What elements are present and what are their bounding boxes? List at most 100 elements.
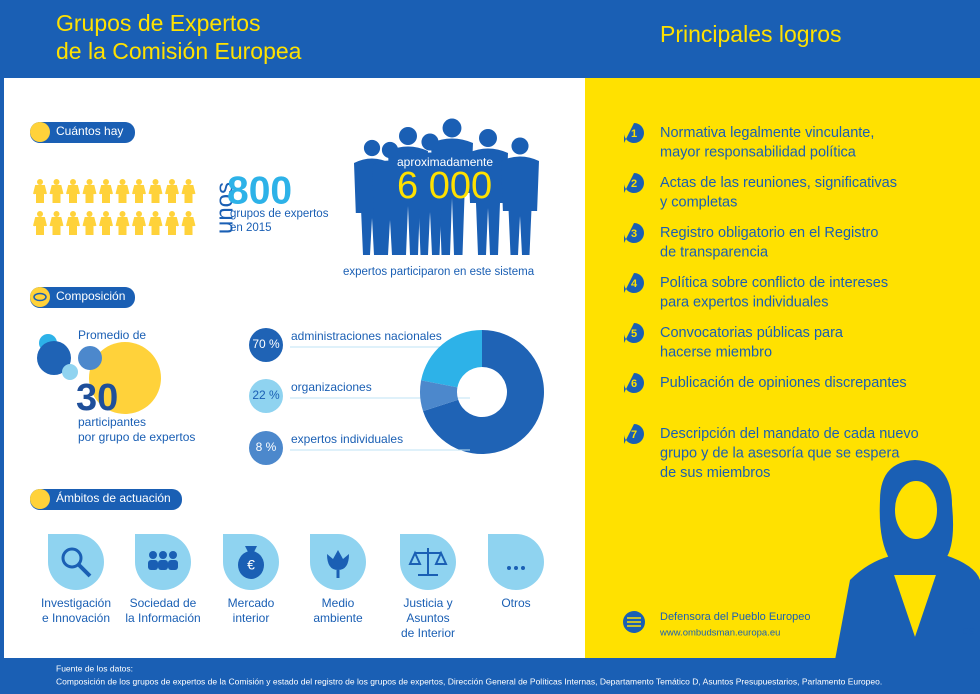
number-badge: [624, 424, 644, 444]
person-body: [181, 185, 196, 203]
silhouette-head: [363, 139, 381, 157]
donut-segment: [420, 380, 459, 412]
person-head: [37, 179, 43, 185]
section-heading: Ámbitos de actuación: [56, 490, 171, 505]
area-label: Investigación: [41, 596, 111, 610]
person-body: [181, 217, 196, 235]
area-label: e Innovación: [42, 611, 110, 625]
decor-circle: [89, 342, 161, 414]
person-body: [99, 185, 113, 203]
item-text: y completas: [660, 194, 737, 210]
category-label: organizaciones: [291, 380, 372, 394]
icon-glyph: [169, 551, 177, 559]
language: ES: [962, 627, 975, 638]
caption: Promedio de: [78, 328, 146, 342]
section-pill: [30, 122, 135, 143]
item-number: 7: [631, 429, 637, 441]
item-text: Registro obligatorio en el Registro: [660, 225, 878, 241]
category-label: administraciones nacionales: [291, 329, 442, 343]
achievements: 1 Normativa legalmente vinculante, mayor r…: [624, 123, 919, 481]
area-icon-bg: [488, 534, 544, 590]
item-number: 3: [631, 228, 637, 240]
number-badge: [624, 323, 644, 343]
value-badge: [249, 328, 283, 362]
person-body: [49, 217, 64, 235]
silhouette-body: [372, 160, 408, 255]
silhouette-body: [411, 152, 449, 255]
icon-glyph: [77, 563, 92, 578]
item-text: Descripción del mandato de cada nuevo: [660, 426, 919, 442]
section-icon: [30, 287, 50, 307]
section-pill: [30, 489, 182, 510]
person-head: [70, 211, 76, 217]
people-icons: [33, 179, 196, 235]
silhouette-head: [442, 118, 462, 138]
area-label: de Interior: [401, 626, 455, 640]
icon-glyph: [336, 570, 340, 578]
item-text: grupo y de la asesoría que se espera: [660, 445, 900, 461]
item-text: Publicación de opiniones discrepantes: [660, 375, 907, 391]
donut-segment: [423, 330, 544, 454]
donut-chart: 70 % administraciones nacionales 22 % organ…: [249, 328, 544, 465]
item-number: 2: [631, 178, 637, 190]
value-badge: [249, 379, 283, 413]
area-label: Justicia y: [403, 596, 452, 610]
section-icon: [30, 489, 50, 509]
area-label: la Información: [125, 611, 200, 625]
section-pill: [30, 287, 135, 308]
caption: expertos participaron en este sistema: [343, 266, 535, 278]
value-label: 8 %: [256, 440, 277, 454]
silhouette-body: [468, 148, 508, 255]
silhouette-head: [399, 127, 417, 145]
item-text: Normativa legalmente vinculante,: [660, 125, 874, 141]
category-label: expertos individuales: [291, 432, 403, 446]
eye-icon: [33, 292, 47, 302]
person-body: [148, 185, 163, 203]
person-body: [165, 185, 179, 203]
big-number: 800: [227, 169, 292, 212]
decor-circle: [37, 341, 71, 375]
person-body: [132, 217, 146, 235]
icon-glyph: [521, 566, 525, 570]
right-title: Principales logros: [660, 21, 842, 47]
person-body: [132, 185, 146, 203]
person-body: [82, 185, 97, 203]
person-body: [66, 217, 80, 235]
caption: por grupo de expertos: [78, 430, 195, 444]
section-heading: Cuántos hay: [56, 124, 123, 138]
person-head: [103, 179, 109, 185]
person-body: [165, 217, 179, 235]
item-text: mayor responsabilidad política: [660, 144, 857, 160]
org-name: Defensora del Pueblo Europeo: [660, 611, 810, 623]
person-head: [185, 211, 192, 217]
person-body: [33, 185, 47, 203]
item-number: 5: [631, 328, 637, 340]
title-line: Grupos de Expertos: [56, 10, 261, 36]
area-label: Medio: [322, 596, 355, 610]
person-head: [169, 211, 175, 217]
icon-glyph: [159, 551, 167, 559]
person-head: [86, 211, 93, 217]
big-number: 6 000: [397, 165, 492, 207]
area-label: Mercado: [228, 596, 275, 610]
value-label: 70 %: [252, 337, 280, 351]
person-body: [115, 217, 130, 235]
icon-glyph: [158, 560, 168, 570]
area-label: ambiente: [313, 611, 363, 625]
person-head: [169, 179, 175, 185]
item-text: hacerse miembro: [660, 344, 772, 360]
silhouette-body: [501, 156, 539, 255]
decor-circle: [78, 346, 102, 370]
donut-segment: [421, 330, 482, 388]
icon-glyph: [168, 560, 178, 570]
person-head: [136, 179, 142, 185]
person-head: [119, 211, 126, 217]
area-label: Otros: [501, 596, 530, 610]
woman-figure: [835, 460, 980, 660]
big-number: 30: [76, 377, 118, 419]
item-number: 4: [631, 278, 638, 290]
icon-glyph: [61, 547, 83, 569]
figure-face: [893, 479, 939, 541]
